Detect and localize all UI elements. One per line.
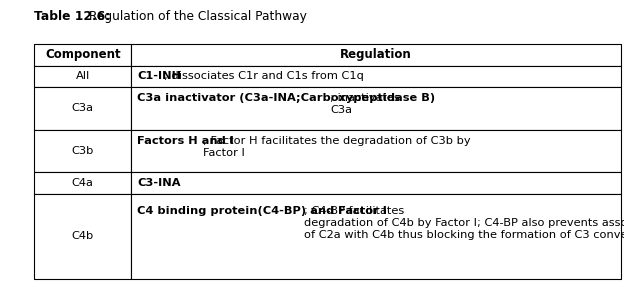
Text: All: All — [76, 71, 90, 81]
Text: Regulation: Regulation — [340, 49, 412, 61]
Bar — [34, 172, 131, 194]
Text: C4a: C4a — [72, 178, 94, 188]
Bar — [34, 66, 131, 87]
Text: Table 12.6:: Table 12.6: — [34, 10, 110, 23]
Text: Component: Component — [45, 49, 120, 61]
Bar — [131, 194, 621, 279]
Bar — [34, 87, 131, 130]
Text: Regulation of the Classical Pathway: Regulation of the Classical Pathway — [85, 10, 306, 23]
Text: C4b: C4b — [72, 231, 94, 241]
Bar — [131, 87, 621, 130]
Bar — [131, 130, 621, 172]
Bar — [131, 172, 621, 194]
Text: C1-INH: C1-INH — [137, 71, 182, 81]
Bar — [34, 130, 131, 172]
Text: C3a inactivator (C3a-INA;Carboxypeptidase B): C3a inactivator (C3a-INA;Carboxypeptidas… — [137, 93, 436, 103]
Text: C3a: C3a — [72, 103, 94, 113]
Text: C3-INA: C3-INA — [137, 178, 181, 188]
Text: C3b: C3b — [72, 146, 94, 156]
Text: Factors H and I: Factors H and I — [137, 136, 234, 146]
Bar — [131, 44, 621, 66]
Text: ; Factor H facilitates the degradation of C3b by
Factor I: ; Factor H facilitates the degradation o… — [203, 136, 470, 158]
Text: C4 binding protein(C4-BP) and Factor I: C4 binding protein(C4-BP) and Factor I — [137, 206, 388, 217]
Bar — [34, 44, 131, 66]
Bar — [131, 66, 621, 87]
Text: ; inactivates
C3a: ; inactivates C3a — [330, 93, 400, 115]
Text: ; C4-BP facilitates
degradation of C4b by Factor I; C4-BP also prevents associat: ; C4-BP facilitates degradation of C4b b… — [304, 206, 624, 240]
Text: ; dissociates C1r and C1s from C1q: ; dissociates C1r and C1s from C1q — [163, 71, 364, 81]
Bar — [34, 194, 131, 279]
